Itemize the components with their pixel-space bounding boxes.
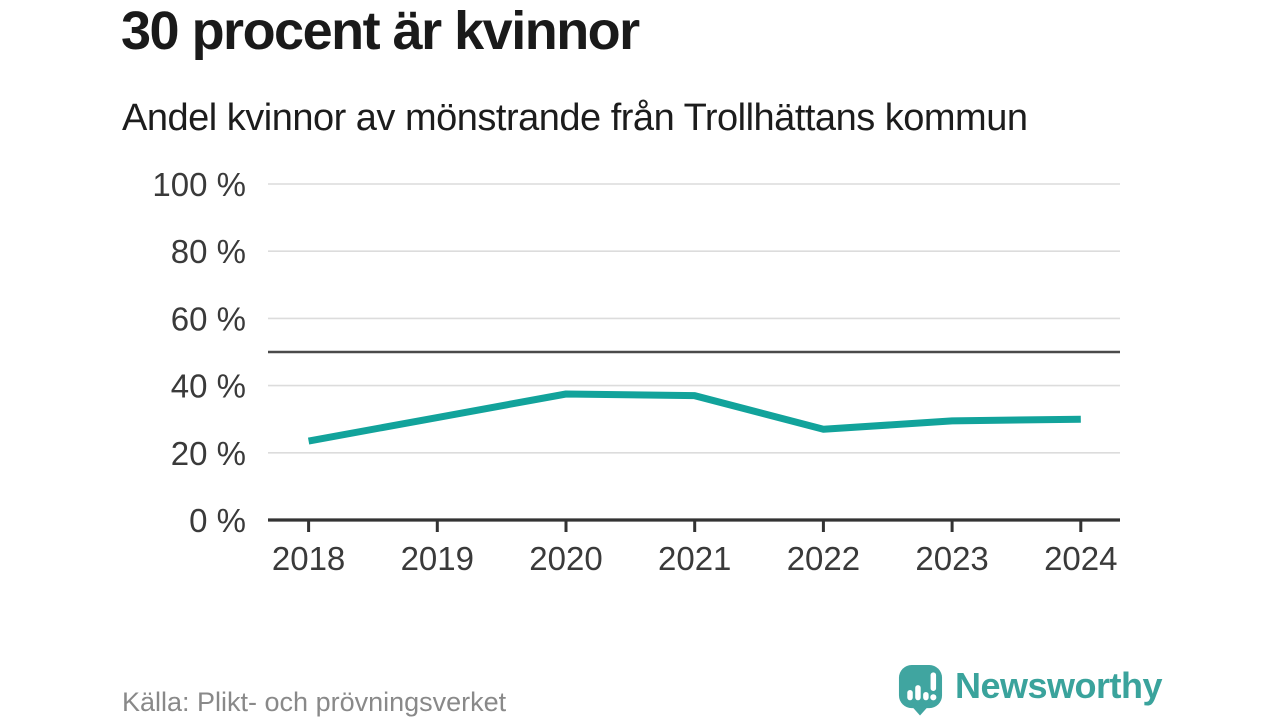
x-tick-label-2022: 2022 <box>787 540 860 577</box>
source-note: Källa: Plikt- och prövningsverket <box>122 687 507 717</box>
y-tick-label-60: 60 % <box>171 300 246 337</box>
y-tick-label-0: 0 % <box>189 502 246 539</box>
x-tick-label-2019: 2019 <box>401 540 474 577</box>
y-tick-label-80: 80 % <box>171 233 246 270</box>
newsworthy-logo: Newsworthy <box>897 663 1163 716</box>
chart-subtitle: Andel kvinnor av mönstrande från Trollhä… <box>122 97 1028 139</box>
x-tick-label-2021: 2021 <box>658 540 731 577</box>
chart-title: 30 procent är kvinnor <box>121 1 640 61</box>
y-tick-label-100: 100 % <box>152 166 246 203</box>
newsworthy-logo-text: Newsworthy <box>955 664 1163 706</box>
x-tick-label-2024: 2024 <box>1044 540 1117 577</box>
y-tick-label-40: 40 % <box>171 368 246 405</box>
data-line-andel-kvinnor-av-m-nstrande <box>307 390 1081 445</box>
x-tick-label-2023: 2023 <box>915 540 988 577</box>
x-tick-label-2018: 2018 <box>272 540 345 577</box>
x-tick-label-2020: 2020 <box>529 540 602 577</box>
newsworthy-logo-icon <box>898 665 943 716</box>
y-tick-label-20: 20 % <box>171 435 246 472</box>
